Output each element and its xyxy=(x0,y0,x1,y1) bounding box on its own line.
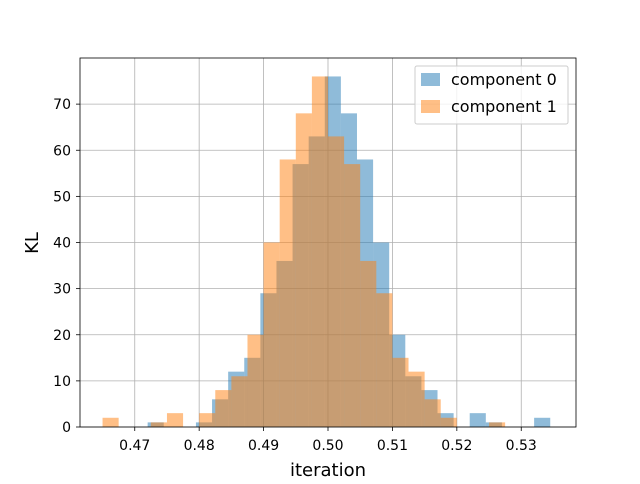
legend-swatch-component-0 xyxy=(421,73,440,86)
histogram-bar-component-1 xyxy=(199,413,216,427)
y-tick-label: 20 xyxy=(53,328,71,344)
x-tick-label: 0.48 xyxy=(184,438,215,454)
legend-label-component-0: component 0 xyxy=(451,70,557,89)
x-tick-label: 0.52 xyxy=(441,438,472,454)
histogram-bar-component-1 xyxy=(215,390,232,427)
histogram-bars xyxy=(102,76,551,427)
legend-swatch-component-1 xyxy=(421,100,440,113)
histogram-bar-component-1 xyxy=(311,76,328,427)
legend-label-component-1: component 1 xyxy=(451,97,557,116)
histogram-bar-component-1 xyxy=(279,159,296,427)
y-tick-label: 40 xyxy=(53,236,71,252)
histogram-bar-component-0 xyxy=(534,417,551,427)
histogram-bar-component-1 xyxy=(440,417,457,427)
axis-ticks: 0.47 0.48 0.49 0.50 0.51 0.52 0.53 0 10 20 30 40 50 6… xyxy=(53,97,537,454)
legend-box xyxy=(414,65,569,125)
y-tick-label: 30 xyxy=(53,282,71,298)
histogram-bar-component-1 xyxy=(328,136,345,427)
legend: component 0 component 1 xyxy=(414,65,569,125)
histogram-bar-component-1 xyxy=(360,260,377,427)
histogram-bar-component-0 xyxy=(469,413,486,427)
x-tick-label: 0.47 xyxy=(119,438,150,454)
histogram-bar-component-1 xyxy=(247,334,264,427)
histogram-bar-component-1 xyxy=(489,422,506,427)
x-tick-label: 0.49 xyxy=(248,438,279,454)
histogram-bar-component-1 xyxy=(408,371,425,427)
x-tick-label: 0.53 xyxy=(506,438,537,454)
y-tick-label: 50 xyxy=(53,189,71,205)
x-tick-label: 0.50 xyxy=(312,438,343,454)
histogram-bar-component-1 xyxy=(102,417,119,427)
y-axis-label: KL xyxy=(22,232,43,254)
x-axis-label: iteration xyxy=(290,460,366,480)
histogram-bar-component-1 xyxy=(295,113,312,427)
histogram-bar-component-1 xyxy=(231,376,248,427)
histogram-bar-component-1 xyxy=(344,164,361,427)
y-tick-label: 70 xyxy=(53,97,71,113)
y-tick-label: 10 xyxy=(53,374,71,390)
histogram-bar-component-1 xyxy=(263,242,280,427)
histogram-bar-component-1 xyxy=(392,357,409,427)
y-tick-label: 60 xyxy=(53,143,71,159)
x-tick-label: 0.51 xyxy=(377,438,408,454)
histogram-bar-component-1 xyxy=(150,422,167,427)
y-tick-label: 0 xyxy=(62,420,71,436)
histogram-bar-component-1 xyxy=(376,293,393,427)
histogram-bar-component-1 xyxy=(424,399,441,427)
histogram-bar-component-1 xyxy=(166,413,184,427)
